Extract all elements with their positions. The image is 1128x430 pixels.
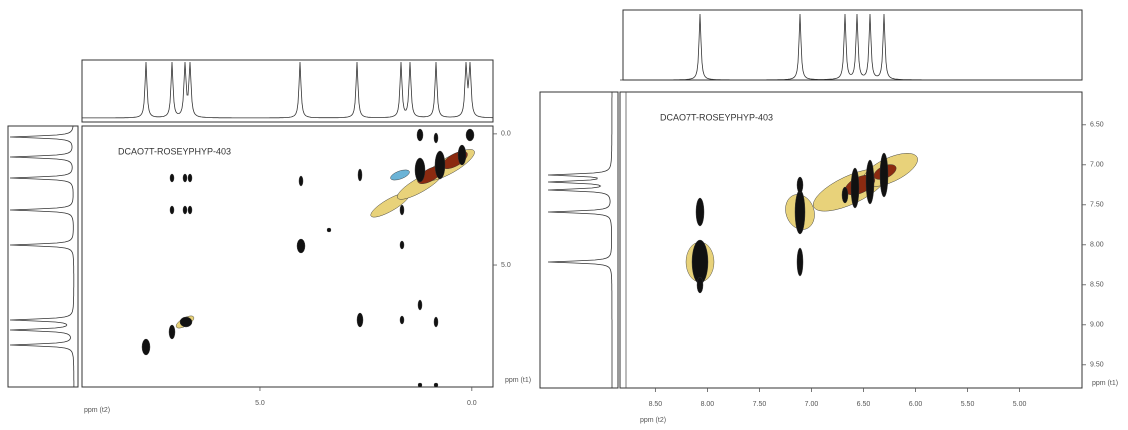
plot-frame [619, 91, 1083, 389]
chart-title: DCAO7T-ROSEYPHYP-403 [118, 146, 231, 156]
contour-peak [433, 382, 439, 388]
x-tick-label: 6.00 [909, 401, 923, 408]
x-axis-label: ppm (t2) [640, 417, 666, 424]
contour-peak [794, 189, 806, 235]
contour-peak [399, 240, 405, 250]
contour-peak [357, 168, 363, 182]
contour-peak [865, 159, 875, 205]
contour-peak [296, 238, 306, 254]
contour-peak [182, 205, 188, 215]
contour-peak [169, 205, 175, 215]
contour-peak [417, 299, 423, 311]
contour-peak [399, 315, 405, 325]
chart-title: DCAO7T-ROSEYPHYP-403 [660, 112, 773, 122]
contour-peak [182, 173, 188, 183]
contour-peak [187, 205, 193, 215]
contour-peak [457, 144, 467, 166]
contour-peak [879, 152, 889, 198]
contour-peak [298, 175, 304, 187]
contour-peak [796, 247, 804, 277]
x-tick-label: 7.00 [805, 401, 819, 408]
f1-projection-frame [539, 91, 619, 389]
f1-trace [9, 125, 75, 387]
y-tick-label: 9.00 [1090, 322, 1104, 329]
contour-peak [433, 316, 439, 328]
y-tick-label: 8.50 [1090, 282, 1104, 289]
contour-peak [417, 382, 423, 388]
y-tick-label: 8.00 [1090, 242, 1104, 249]
f2-projection-frame [622, 9, 1083, 81]
f2-trace [82, 61, 493, 119]
x-axis-label: ppm (t2) [84, 407, 110, 414]
contour-peak [187, 173, 193, 183]
f1-projection-frame [7, 125, 79, 388]
contour-peak [796, 176, 804, 194]
x-tick-label: 0.0 [467, 400, 477, 407]
x-tick-label: 6.50 [857, 401, 871, 408]
x-tick-label: 5.50 [961, 401, 975, 408]
f2-projection-frame [81, 59, 494, 123]
x-tick-label: 5.0 [255, 400, 265, 407]
contour-peak [141, 338, 151, 356]
f1-trace [547, 92, 613, 388]
contour-peak [326, 227, 332, 233]
y-axis-label: ppm (t1) [1092, 380, 1118, 387]
y-tick-label: 9.50 [1090, 362, 1104, 369]
contour-peak [416, 128, 424, 142]
contour-peak [434, 150, 446, 180]
y-axis-label: ppm (t1) [505, 377, 531, 384]
contour-peak [390, 169, 410, 181]
contour-peak [695, 197, 705, 227]
contour-peak [414, 157, 426, 183]
x-tick-label: 5.00 [1013, 401, 1027, 408]
plot-frame [81, 125, 494, 388]
contour-peak [433, 132, 439, 144]
y-tick-label: 6.50 [1090, 122, 1104, 129]
contour-peak [850, 167, 860, 209]
y-tick-label: 7.50 [1090, 202, 1104, 209]
x-tick-label: 8.50 [649, 401, 663, 408]
contour-peak [841, 186, 849, 204]
f2-trace [620, 13, 1082, 81]
contour-peak [399, 204, 405, 216]
contour-peak [168, 324, 176, 340]
contour-peak [465, 128, 475, 142]
contour-peak [169, 173, 175, 183]
contour-peak [356, 312, 364, 328]
x-tick-label: 8.00 [701, 401, 715, 408]
y-tick-label: 0.0 [501, 131, 511, 138]
y-tick-label: 7.00 [1090, 162, 1104, 169]
y-tick-label: 5.0 [501, 262, 511, 269]
contour-peak [179, 316, 193, 328]
contour-peak [696, 276, 704, 294]
x-tick-label: 7.50 [753, 401, 767, 408]
